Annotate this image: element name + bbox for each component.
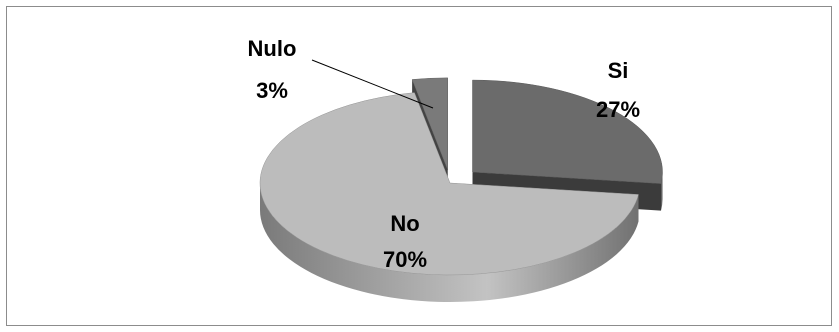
- label-si-name: Si: [608, 58, 629, 83]
- slice-no-side: [260, 183, 639, 303]
- label-no-name: No: [390, 211, 419, 236]
- slice-si-top: [472, 79, 663, 184]
- label-no-percent: 70%: [383, 247, 427, 272]
- slice-no-top: [259, 92, 639, 276]
- nulo-leader-line: [311, 59, 434, 109]
- slice-nulo-top: [411, 77, 448, 170]
- slice-si-side: [661, 172, 663, 211]
- slice-no: [259, 92, 639, 303]
- label-nulo-percent: 3%: [256, 78, 288, 103]
- label-nulo-name: Nulo: [248, 36, 297, 61]
- label-si-percent: 27%: [596, 97, 640, 122]
